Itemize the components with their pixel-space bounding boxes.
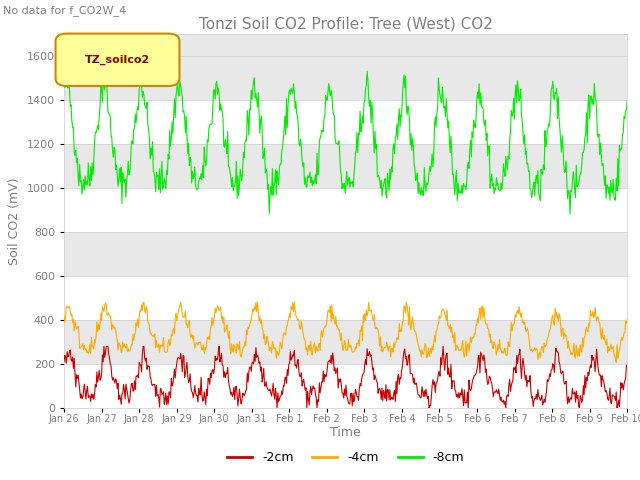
Bar: [64, 232, 627, 276]
Title: Tonzi Soil CO2 Profile: Tree (West) CO2: Tonzi Soil CO2 Profile: Tree (West) CO2: [198, 16, 493, 31]
Bar: [64, 364, 627, 408]
Text: No data for f_CO2W_4: No data for f_CO2W_4: [3, 5, 127, 16]
Legend: -2cm, -4cm, -8cm: -2cm, -4cm, -8cm: [222, 446, 469, 469]
Y-axis label: Soil CO2 (mV): Soil CO2 (mV): [8, 177, 21, 264]
Bar: [64, 144, 627, 188]
Bar: [64, 100, 627, 144]
FancyBboxPatch shape: [56, 34, 179, 86]
Text: TZ_soilco2: TZ_soilco2: [85, 55, 150, 65]
X-axis label: Time: Time: [330, 426, 361, 439]
Bar: [64, 34, 627, 100]
Bar: [64, 320, 627, 364]
Bar: [64, 188, 627, 232]
Bar: [64, 276, 627, 320]
